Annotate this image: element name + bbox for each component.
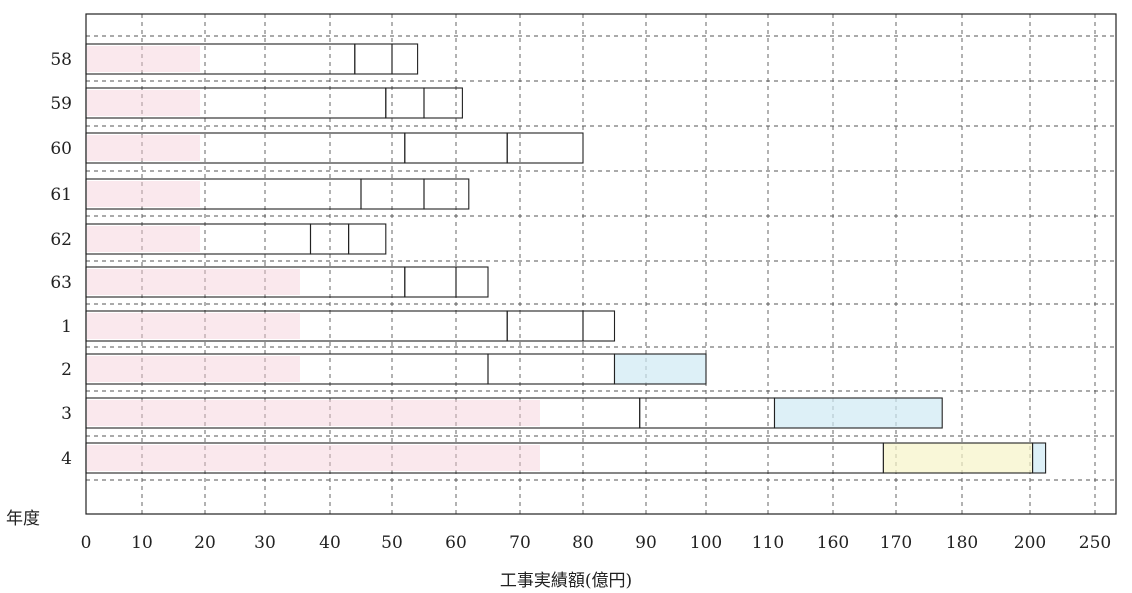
bar-tint (87, 46, 200, 72)
x-tick-label: 10 (131, 533, 153, 553)
y-tick-label: 58 (50, 50, 72, 70)
bars (85, 43, 1047, 474)
y-axis-label: 年度 (6, 509, 40, 529)
y-tick-label: 63 (50, 273, 72, 293)
bar-tint (87, 356, 300, 382)
bar-segment (773, 397, 943, 429)
x-tick-label: 250 (1079, 533, 1111, 553)
y-tick-label: 61 (50, 185, 72, 205)
bar-segment (360, 178, 425, 210)
y-tick-label: 59 (50, 94, 72, 114)
y-tick-labels: 58 59 60 61 62 63 1 2 3 4 (50, 50, 72, 469)
y-tick-label: 60 (50, 139, 72, 159)
y-tick-label: 2 (61, 360, 72, 380)
bar-tint (87, 445, 540, 471)
bar-segment (455, 266, 489, 298)
bar-segment (423, 178, 470, 210)
x-tick-label: 110 (752, 533, 784, 553)
y-tick-label: 62 (50, 230, 72, 250)
bar-tint (87, 400, 540, 426)
x-tick-labels: 0 10 20 30 40 50 60 70 80 90 100 110 160 170 180 200 250 (81, 533, 1112, 553)
x-tick-label: 40 (319, 533, 341, 553)
x-tick-label: 30 (254, 533, 276, 553)
plot-frame (85, 13, 1117, 515)
bar-segment (391, 43, 419, 75)
x-axis-label: 工事実績額(億円) (500, 571, 632, 591)
bar-segment (582, 310, 616, 342)
x-tick-label: 160 (817, 533, 849, 553)
x-tick-label: 100 (690, 533, 722, 553)
bar-segment (506, 132, 584, 164)
x-tick-label: 60 (445, 533, 467, 553)
bar-segment (639, 397, 776, 429)
bar-segment (882, 442, 1034, 474)
bar-segment (506, 310, 584, 342)
bar-tint (87, 269, 300, 295)
bar-segment (348, 223, 387, 255)
y-tick-label: 4 (61, 449, 72, 469)
bar-segment (385, 87, 425, 119)
x-tick-label: 50 (381, 533, 403, 553)
bar-tint (87, 90, 200, 116)
x-tick-label: 170 (880, 533, 912, 553)
x-tick-label: 70 (509, 533, 531, 553)
bar-tint (87, 226, 200, 252)
bar-segment (1032, 442, 1047, 474)
x-tick-label: 20 (194, 533, 216, 553)
bar-segment (354, 43, 393, 75)
y-tick-label: 1 (61, 317, 72, 337)
bar-segment (423, 87, 463, 119)
bar-tint (87, 313, 300, 339)
bar-segment (487, 353, 616, 385)
bar-segment (404, 266, 457, 298)
y-tick-label: 3 (61, 404, 72, 424)
x-tick-label: 180 (946, 533, 978, 553)
x-tick-label: 80 (572, 533, 594, 553)
x-tick-label: 90 (635, 533, 657, 553)
bar-tint (87, 181, 200, 207)
bar-segment (613, 353, 707, 385)
x-tick-label: 0 (81, 533, 92, 553)
bar-tint (87, 135, 200, 161)
grid (86, 14, 1116, 514)
x-tick-label: 200 (1014, 533, 1046, 553)
